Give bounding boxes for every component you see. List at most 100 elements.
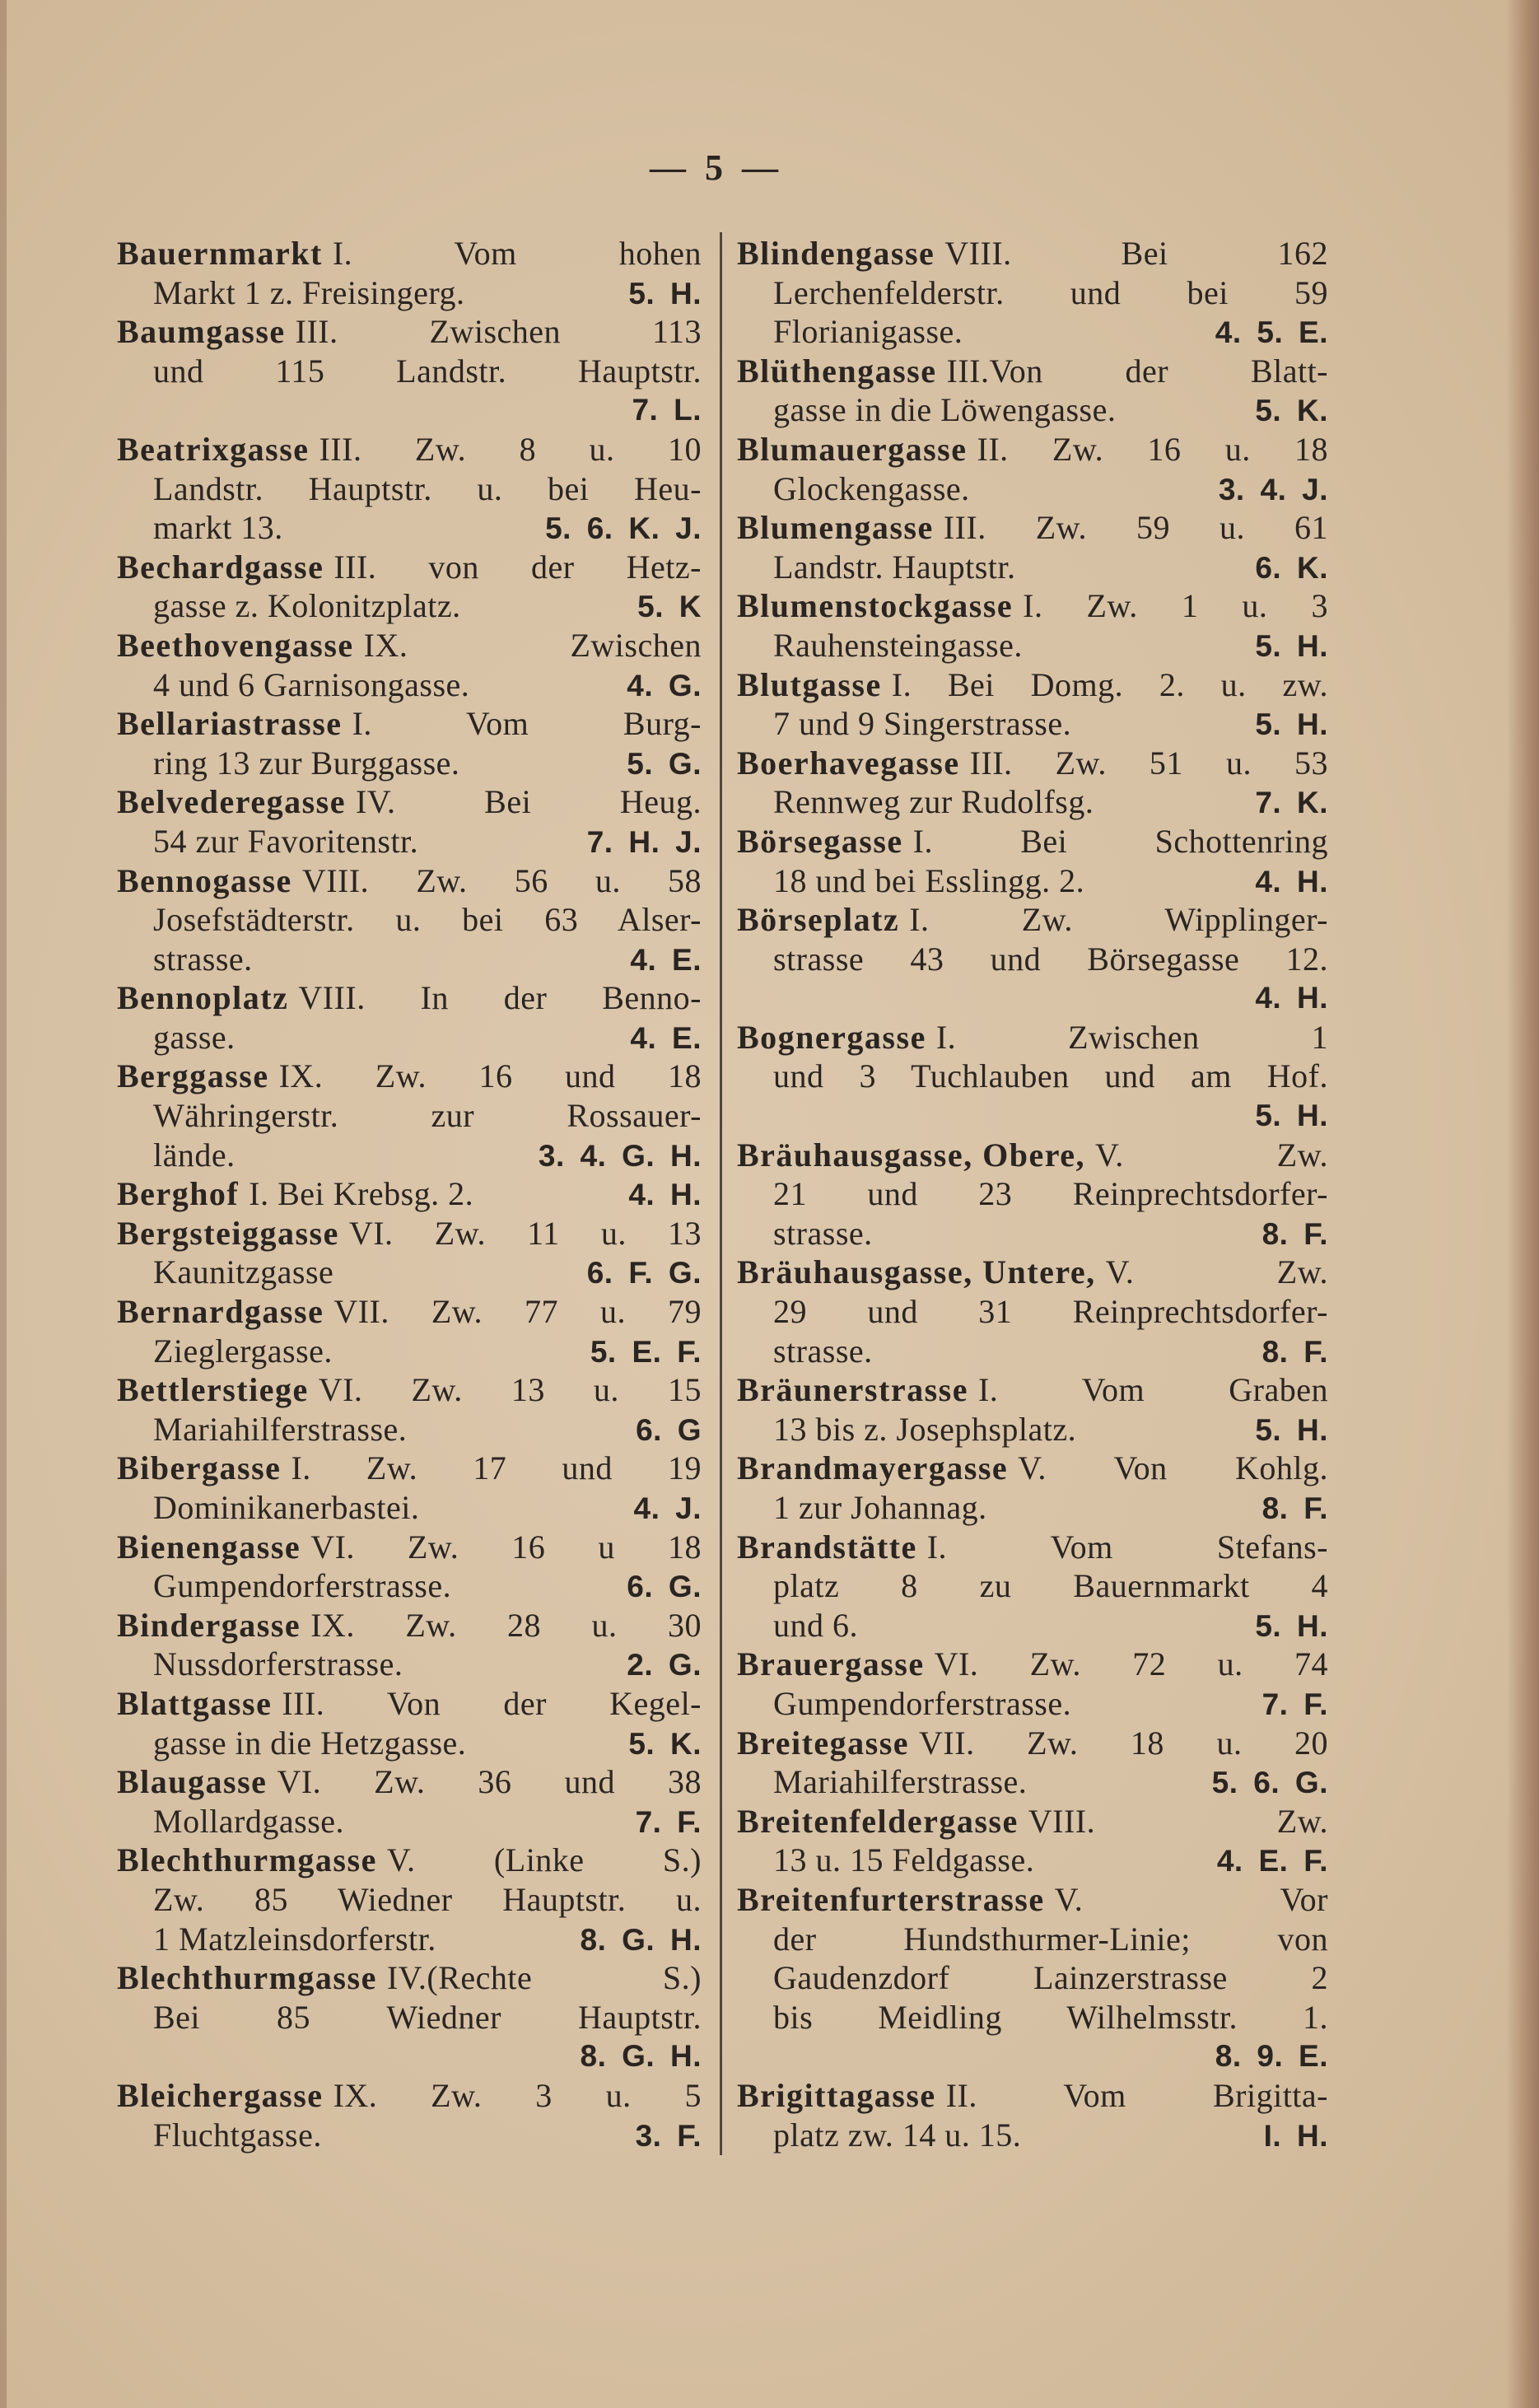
- street-description: III. Zw. 8 u. 10: [319, 430, 702, 468]
- street-name: Brandmayergasse: [737, 1449, 1009, 1487]
- street-description: I. Zw. 17 und 19: [291, 1449, 702, 1487]
- entry-first-line: Bibergasse I. Zw. 17 und 19: [117, 1449, 702, 1488]
- street-name: Bauernmarkt: [117, 235, 323, 272]
- entry-continuation-line: und 115 Landstr. Hauptstr.: [117, 352, 702, 391]
- entry-first-line: Bellariastrasse I. Vom Burg-: [117, 704, 702, 744]
- entry-continuation-line: Landstr. Hauptstr. 6. K.: [737, 548, 1328, 587]
- entry-continuation-line: Währingerstr. zur Rossauer-: [117, 1096, 702, 1136]
- map-grid-reference: 8. F.: [1262, 1491, 1328, 1525]
- street-description: und 6.: [773, 1606, 858, 1644]
- entry-continuation-line: 1 zur Johannag. 8. F.: [737, 1488, 1328, 1528]
- street-description: strasse 43 und Börsegasse 12.: [773, 940, 1328, 978]
- entry-first-line: Bechardgasse III. von der Hetz-: [117, 548, 702, 587]
- entry-continuation-line: Fluchtgasse. 3. F.: [117, 2116, 702, 2155]
- street-entry: Blumauergasse II. Zw. 16 u. 18 Glockengass…: [737, 430, 1328, 508]
- street-description: I. Bei Schottenring: [912, 822, 1328, 860]
- street-entry: Brauergasse VI. Zw. 72 u. 74 Gumpendorfers…: [737, 1645, 1328, 1723]
- street-entry: Blindengasse VIII. Bei 162 Lerchenfelderst…: [737, 234, 1328, 352]
- street-name: Blumenstockgasse: [737, 587, 1014, 625]
- street-name: Bellariastrasse: [117, 705, 343, 743]
- street-entry: Beethovengasse IX. Zwischen 4 und 6 Garnis…: [117, 626, 702, 704]
- street-description: Lerchenfelderstr. und bei 59: [773, 273, 1328, 311]
- street-description: 1 zur Johannag.: [773, 1489, 987, 1526]
- street-name: Breitenfurterstrasse: [737, 1880, 1045, 1918]
- entry-first-line: Blumauergasse II. Zw. 16 u. 18: [737, 430, 1328, 469]
- street-description: 4 und 6 Garnisongasse.: [153, 665, 470, 703]
- street-description: VI. Zw. 11 u. 13: [348, 1214, 702, 1252]
- entry-first-line: Berghof I. Bei Krebsg. 2. 4. H.: [117, 1174, 702, 1214]
- entry-continuation-line: Florianigasse. 4. 5. E.: [737, 312, 1328, 352]
- street-description: Gaudenzdorf Lainzerstrasse 2: [773, 1959, 1328, 1997]
- entry-continuation-line: lände. 3. 4. G. H.: [117, 1136, 702, 1175]
- map-grid-reference: 4. H.: [1255, 981, 1328, 1015]
- street-entry: Breitenfurterstrasse V. Vor der Hundsthurm…: [737, 1880, 1328, 2076]
- entry-continuation-line: Mariahilferstrasse. 5. 6. G.: [737, 1762, 1328, 1802]
- entry-first-line: Bräuhausgasse, Untere, V. Zw.: [737, 1253, 1328, 1292]
- entry-continuation-line: Rennweg zur Rudolfsg. 7. K.: [737, 782, 1328, 822]
- street-description: Zw. 85 Wiedner Hauptstr. u.: [153, 1880, 702, 1918]
- street-entry: Bräunerstrasse I. Vom Graben 13 bis z. Jos…: [737, 1370, 1328, 1449]
- map-grid-reference: 5. H.: [1255, 707, 1328, 742]
- entry-continuation-line: 21 und 23 Reinprechtsdorfer-: [737, 1174, 1328, 1214]
- map-grid-reference: 8. F.: [1262, 1216, 1328, 1251]
- entry-continuation-line: gasse z. Kolonitzplatz. 5. K: [117, 586, 702, 626]
- street-name: Bibergasse: [117, 1449, 282, 1487]
- entry-first-line: Bauernmarkt I. Vom hohen: [117, 234, 702, 273]
- street-entry: Brandmayergasse V. Von Kohlg. 1 zur Johann…: [737, 1449, 1328, 1527]
- street-name: Bechardgasse: [117, 548, 324, 586]
- street-description: 21 und 23 Reinprechtsdorfer-: [773, 1175, 1328, 1213]
- entry-continuation-line: der Hundsthurmer-Linie; von: [737, 1920, 1328, 1959]
- entry-first-line: Boerhavegasse III. Zw. 51 u. 53: [737, 744, 1328, 783]
- street-description: II. Vom Brigitta-: [945, 2076, 1328, 2114]
- entry-continuation-line: 13 bis z. Josephsplatz. 5. H.: [737, 1410, 1328, 1449]
- street-description: Rauhensteingasse.: [773, 626, 1023, 664]
- street-entry: Börsegasse I. Bei Schottenring 18 und bei …: [737, 822, 1328, 900]
- street-description: I. Vom Burg-: [352, 705, 702, 743]
- street-description: I. Zw. 1 u. 3: [1023, 587, 1328, 625]
- map-grid-reference: I. H.: [1263, 2118, 1328, 2153]
- street-name: Blindengasse: [737, 235, 935, 272]
- map-grid-reference: 6. G: [636, 1412, 702, 1447]
- entry-first-line: Blutgasse I. Bei Domg. 2. u. zw.: [737, 665, 1328, 705]
- entry-continuation-line: strasse. 8. F.: [737, 1332, 1328, 1371]
- entry-first-line: Blüthengasse III.Von der Blatt-: [737, 352, 1328, 391]
- street-description: strasse.: [773, 1214, 873, 1252]
- street-name: Bräunerstrasse: [737, 1371, 968, 1409]
- street-name: Bernardgasse: [117, 1293, 324, 1331]
- street-description: ring 13 zur Burggasse.: [153, 744, 460, 782]
- street-description: 18 und bei Esslingg. 2.: [773, 861, 1085, 899]
- entry-continuation-line: Zieglergasse. 5. E. F.: [117, 1332, 702, 1371]
- street-description: 13 bis z. Josephsplatz.: [773, 1410, 1077, 1448]
- street-description: I. Bei Krebsg. 2.: [249, 1175, 474, 1213]
- entry-continuation-line: 7 und 9 Singerstrasse. 5. H.: [737, 704, 1328, 744]
- street-entry: Bleichergasse IX. Zw. 3 u. 5 Fluchtgasse. 3…: [117, 2076, 702, 2154]
- street-description: VIII. Zw.: [1028, 1802, 1328, 1840]
- street-description: Gumpendorferstrasse.: [153, 1567, 452, 1605]
- street-description: VIII. In der Benno-: [298, 979, 702, 1017]
- street-description: I. Vom Stefans-: [926, 1528, 1328, 1566]
- street-name: Börseplatz: [737, 901, 900, 939]
- street-description: markt 13.: [153, 509, 283, 547]
- entry-first-line: Bräunerstrasse I. Vom Graben: [737, 1370, 1328, 1410]
- street-entry: Bergsteiggasse VI. Zw. 11 u. 13 Kaunitzgas…: [117, 1214, 702, 1292]
- entry-continuation-line: Kaunitzgasse 6. F. G.: [117, 1253, 702, 1292]
- entry-continuation-line: strasse 43 und Börsegasse 12.: [737, 940, 1328, 979]
- entry-continuation-line: Gumpendorferstrasse. 7. F.: [737, 1684, 1328, 1724]
- entry-first-line: Brauergasse VI. Zw. 72 u. 74: [737, 1645, 1328, 1684]
- map-grid-reference: 4. H.: [628, 1178, 702, 1212]
- street-name: Brigittagasse: [737, 2076, 936, 2114]
- entry-continuation-line: ring 13 zur Burggasse. 5. G.: [117, 744, 702, 783]
- street-description: Fluchtgasse.: [153, 2116, 322, 2154]
- entry-continuation-line: 1 Matzleinsdorferstr. 8. G. H.: [117, 1920, 702, 1959]
- entry-continuation-line: 4 und 6 Garnisongasse. 4. G.: [117, 665, 702, 705]
- entry-first-line: Brandmayergasse V. Von Kohlg.: [737, 1449, 1328, 1488]
- entry-first-line: Breitegasse VII. Zw. 18 u. 20: [737, 1724, 1328, 1763]
- map-grid-reference: 5. E. F.: [590, 1334, 702, 1369]
- map-grid-reference: 5. H.: [1255, 1412, 1328, 1447]
- street-description: IV.(Rechte S.): [386, 1959, 702, 1997]
- street-entry: Blattgasse III. Von der Kegel-gasse in di…: [117, 1684, 702, 1762]
- entry-first-line: Bienengasse VI. Zw. 16 u 18: [117, 1528, 702, 1567]
- street-description: Währingerstr. zur Rossauer-: [153, 1097, 702, 1135]
- street-name: Brauergasse: [737, 1645, 925, 1683]
- entry-continuation-line: Lerchenfelderstr. und bei 59: [737, 273, 1328, 313]
